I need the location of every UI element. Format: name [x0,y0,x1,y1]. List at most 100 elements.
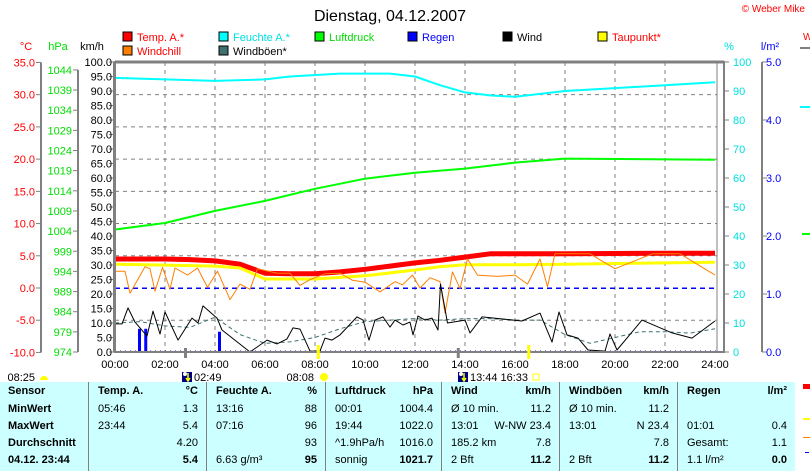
cell-left: Ø 10 min. [569,403,617,415]
marker-temp [803,384,810,389]
rain-tick-label: 0.0 [766,347,781,359]
cell-left: 07:16 [216,420,244,432]
legend-label: Feuchte A.* [233,32,291,44]
sunset-time: 16:33 [500,372,528,382]
cell-value: 11.2 [530,454,551,466]
pct-tick-label: 60 [733,173,745,185]
cell-value: 0.0 [771,454,787,466]
series-luftdruck [114,157,716,231]
kmh-tick-label: 70.0 [91,144,112,156]
hpa-tick-label: 1029 [48,125,72,137]
cell-left: 185.2 km [451,437,497,449]
cell-value: 11.2 [530,403,551,415]
kmh-tick-label: 45.0 [91,217,112,229]
hpa-tick-label: 999 [54,246,72,258]
pct-tick-label: 70 [733,144,745,156]
rain-tick-label: 4.0 [766,115,781,127]
kmh-tick-label: 5.0 [97,333,112,345]
summary-table: Sensor MinWert MaxWert Durchschnitt 04.12. 2… [0,382,795,471]
cell-value: 7.8 [535,437,551,449]
column-header: Temp. A. [98,385,144,397]
x-tick-label: 02:00 [151,359,179,371]
sun-time: 08:08 [286,372,314,382]
cell-left: 01:01 [687,420,715,432]
hpa-tick-label: 1009 [48,206,72,218]
series-windchill [115,253,716,314]
column-unit: °C [185,385,198,397]
legend-swatch [122,31,133,42]
x-tick-label: 22:00 [651,359,679,371]
kmh-tick-label: 10.0 [91,318,112,330]
temp-tick-label: 15.0 [14,186,35,198]
legend-swatch [218,45,229,56]
pct-tick-label: 80 [733,115,745,127]
copyright: © Weber Mike [742,4,806,15]
cell-value: 1.1 [771,437,787,449]
cell-left: 2 Bft [451,454,474,466]
legend-label: Windböen* [233,46,288,58]
legend-swatch [407,31,418,42]
pct-tick-label: 10 [733,318,745,330]
hpa-tick-label: 994 [54,266,72,278]
cell-left: sonnig [335,454,368,466]
cell-value: 7.8 [653,437,669,449]
cell-value: 1004.4 [399,403,433,415]
sunrise-icon [40,376,48,380]
pct-tick-label: 40 [733,231,745,243]
x-tick-label: 00:00 [101,359,129,371]
x-tick-label: 06:00 [251,359,279,371]
cell-value: 4.20 [176,437,198,449]
column-header: Feuchte A. [216,385,272,397]
temp-tick-label: 10.0 [14,219,35,231]
cell-left: 00:01 [335,403,363,415]
plot-frame [114,60,725,353]
row-label: Durchschnitt [8,437,76,449]
legend-label: Windchill [137,46,181,58]
hpa-tick-label: 984 [54,307,72,319]
cell-left: Gesamt: [687,437,729,449]
legend-swatch [597,31,608,42]
pct-tick-label: 0 [733,347,739,359]
cell-left: 13:01 [569,420,597,432]
cell-value: 95 [304,454,317,466]
moonset-icon [458,372,468,382]
legend-swatch [314,31,325,42]
kmh-tick-label: 55.0 [91,188,112,200]
x-tick-label: 08:00 [301,359,329,371]
cell-left: 13:16 [216,403,244,415]
right-strip [795,382,810,471]
right-panel-fragment [800,47,810,235]
legend-label: Regen [422,32,454,44]
pct-tick-label: 20 [733,289,745,301]
kmh-tick-label: 80.0 [91,115,112,127]
cell-value: 93 [304,437,317,449]
unit-pct: % [724,41,734,53]
kmh-tick-label: 90.0 [91,86,112,98]
cell-left: 19:44 [335,420,363,432]
marker-rain [805,452,809,453]
hpa-tick-label: 1019 [48,166,72,178]
series-layer [114,72,717,353]
column-header: Regen [687,385,721,397]
hpa-tick-label: 1024 [48,146,72,158]
legend-label: Temp. A.* [137,32,185,44]
cell-left: 13:01 [451,420,479,432]
legend-label: Luftdruck [329,32,375,44]
cell-value: 88 [304,403,317,415]
rain-bar [144,328,148,352]
pct-tick-label: 90 [733,86,745,98]
x-tick-label: 04:00 [201,359,229,371]
grid: 00:00 02:00 04:00 06:00 08:00 10:00 12:00 14:00… [101,62,729,371]
temp-tick-label: 25.0 [14,122,35,134]
cell-value: 1021.7 [399,454,433,466]
cell-value: N 23.4 [636,420,669,432]
hpa-tick-label: 989 [54,287,72,299]
rain-tick-label: 3.0 [766,173,781,185]
weather-chart: Dienstag, 04.12.2007 © Weber Mike W Temp… [7,4,810,382]
cell-value: 0.4 [771,420,787,432]
hpa-tick-label: 974 [54,347,72,359]
kmh-tick-label: 0.0 [97,347,112,359]
marker-windchill [803,437,810,438]
hpa-tick-label: 1039 [48,85,72,97]
